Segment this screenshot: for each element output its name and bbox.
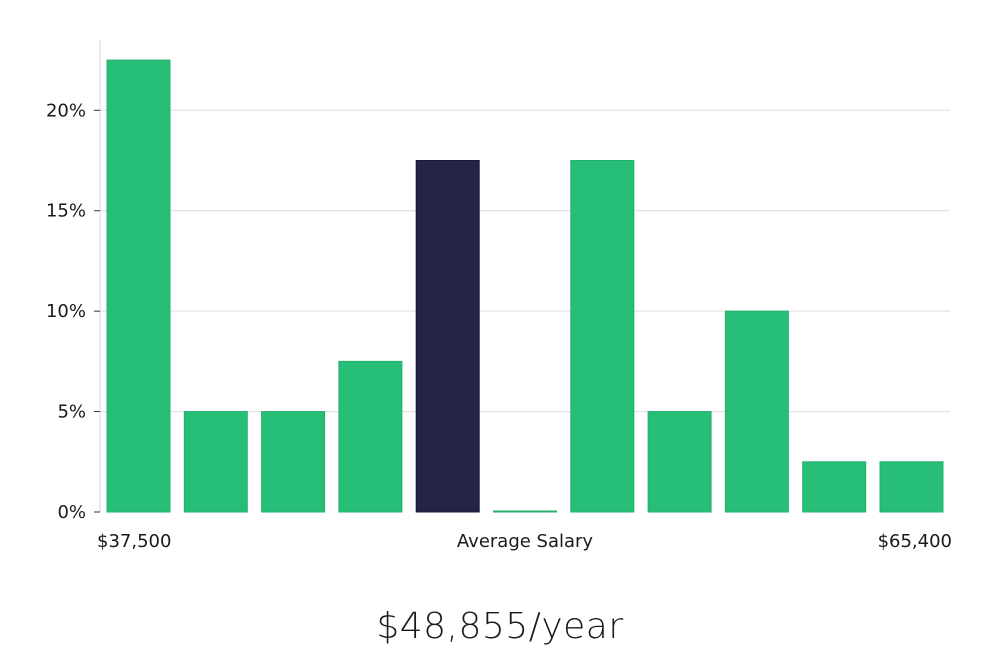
- bar: [724, 310, 789, 513]
- y-tick-label: 5%: [57, 402, 86, 423]
- y-tick-label: 15%: [46, 201, 86, 222]
- bar: [802, 461, 867, 513]
- bars: [106, 59, 944, 513]
- salary-histogram-chart: 0% 5% 10% 15% 20% $37,500 Average Salary $65…: [46, 40, 952, 552]
- bar: [338, 360, 403, 513]
- x-axis-max-label: $65,400: [878, 531, 952, 552]
- gridlines: [100, 109, 950, 413]
- y-axis-ticks: 0% 5% 10% 15% 20%: [46, 100, 100, 523]
- average-salary-value: $48,855/year: [376, 606, 624, 647]
- bar: [879, 461, 944, 513]
- y-tick-label: 0%: [57, 502, 86, 523]
- y-tick-label: 20%: [46, 100, 86, 121]
- bar: [493, 510, 557, 513]
- bar: [647, 411, 712, 513]
- y-tick-label: 10%: [46, 301, 86, 322]
- bar-highlighted: [415, 160, 480, 513]
- x-axis-min-label: $37,500: [97, 531, 171, 552]
- bar: [261, 411, 326, 513]
- bar: [106, 59, 171, 513]
- x-axis-title: Average Salary: [457, 531, 594, 552]
- bar: [570, 160, 635, 513]
- bar: [183, 411, 248, 513]
